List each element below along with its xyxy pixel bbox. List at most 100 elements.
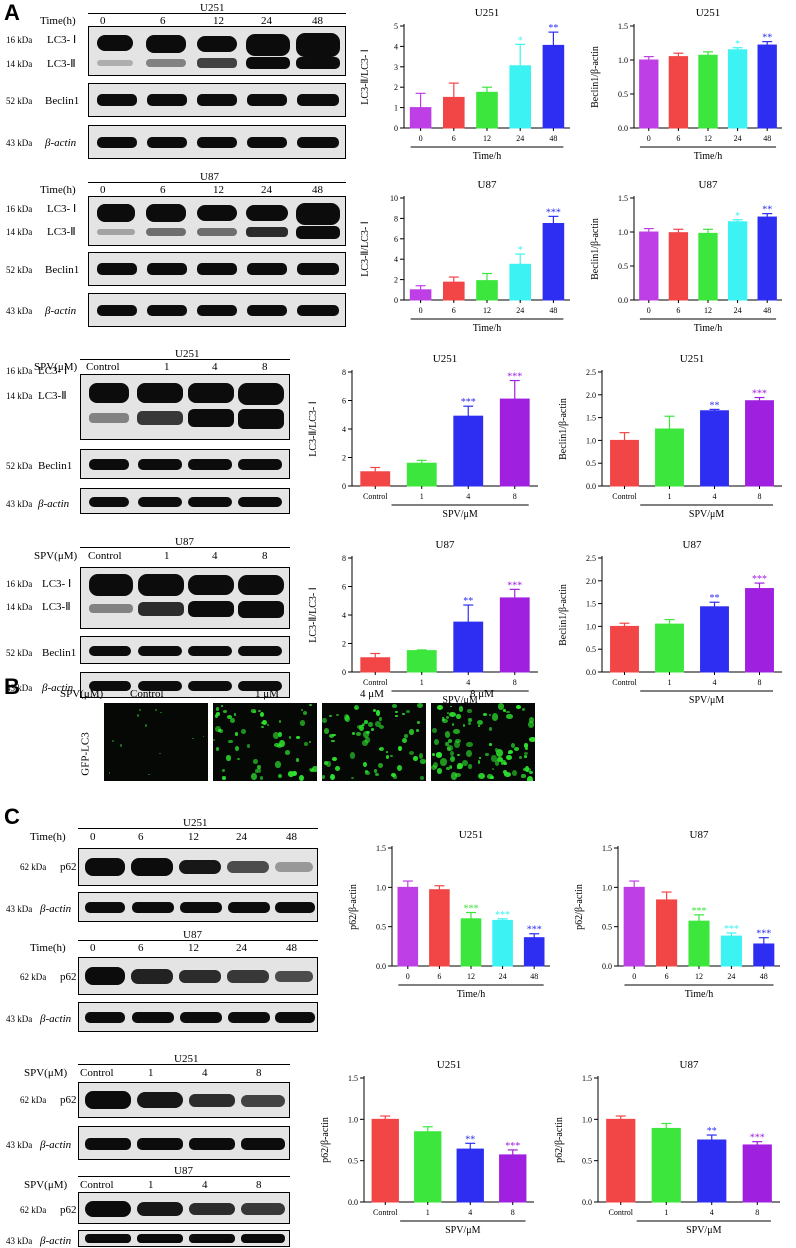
x-tick-label: Control xyxy=(612,492,637,501)
lane-label: 24 xyxy=(261,184,272,196)
divider xyxy=(78,1064,290,1065)
gfp-cell xyxy=(227,739,233,744)
gfp-cell xyxy=(323,761,328,766)
chart-title: U87 xyxy=(683,539,702,551)
beclin1-label: Beclin1 xyxy=(45,95,80,107)
significance-marker: *** xyxy=(464,904,479,915)
gfp-cell xyxy=(468,721,472,726)
beclin1-label: Beclin1 xyxy=(38,460,73,472)
x-tick-label: 8 xyxy=(513,678,517,687)
gfp-cell xyxy=(446,711,450,714)
gfp-cell xyxy=(528,770,534,775)
bar xyxy=(698,54,718,129)
bar xyxy=(371,1118,399,1203)
beclin1-label: Beclin1 xyxy=(42,647,77,659)
gfp-cell xyxy=(465,741,473,748)
x-tick-label: Control xyxy=(612,678,637,687)
chart-a5: U251 LC3-Ⅱ/LC3- Ⅰ 0 2 4 6 8 Control 1 *** 4 *** 8 SPV… xyxy=(300,346,550,530)
y-tick-label: 0.0 xyxy=(618,124,628,133)
lane-label: 0 xyxy=(90,942,96,954)
significance-marker: ** xyxy=(762,205,772,216)
gfp-cell xyxy=(442,719,448,724)
significance-marker: *** xyxy=(752,389,767,400)
gfp-cell xyxy=(251,709,256,713)
x-tick-label: 24 xyxy=(516,134,524,143)
gfp-cell xyxy=(477,773,485,780)
gfp-cell xyxy=(454,738,462,744)
lc3-blot xyxy=(88,196,346,246)
spv-label: SPV(μM) xyxy=(34,361,78,373)
significance-marker: *** xyxy=(507,580,522,591)
chart-title: U251 xyxy=(696,7,720,19)
panel-label-b: B xyxy=(4,674,20,699)
y-tick-label: 1.0 xyxy=(618,56,628,65)
bar xyxy=(698,232,718,301)
x-tick-label: 12 xyxy=(695,972,703,981)
chart-svg: U87 LC3-Ⅱ/LC3- Ⅰ 0 2 4 6 8 Control 1 ** 4 *** 8 SPV/μ… xyxy=(308,539,538,706)
time-label: Time(h) xyxy=(40,184,76,196)
lane-label: Control xyxy=(88,550,122,562)
gfp-cell xyxy=(455,714,461,719)
gfp-cell xyxy=(234,712,237,716)
y-tick-label: 2 xyxy=(342,454,346,463)
bar xyxy=(651,1127,681,1203)
gfp-cell xyxy=(111,739,114,742)
gfp-cell xyxy=(515,705,521,709)
gfp-cell xyxy=(326,761,331,767)
y-tick-label: 5 xyxy=(394,22,398,31)
y-axis-label: LC3-Ⅱ/LC3- Ⅰ xyxy=(308,587,319,642)
bar xyxy=(542,223,565,301)
chart-c3: U251 p62/β-actin 0.0 0.5 1.0 1.5 Control 1 ** 4 **… xyxy=(312,1052,546,1246)
gfp-cell xyxy=(397,764,403,771)
gfp-cell xyxy=(373,708,377,713)
gfp-cell xyxy=(433,738,440,746)
chart-a6: U251 Beclin1/β-actin 0.0 0.5 1.0 1.5 2.0 2.5 Con… xyxy=(550,346,794,530)
gfp-cell xyxy=(329,714,332,717)
x-tick-label: 4 xyxy=(713,492,717,501)
gfp-cell xyxy=(416,720,420,725)
significance-marker: ** xyxy=(548,23,558,34)
bar xyxy=(476,280,498,301)
chart-title: U251 xyxy=(475,7,499,19)
lane-label: 4 xyxy=(202,1179,208,1191)
gfp-cell xyxy=(236,757,240,761)
y-tick-label: 0.0 xyxy=(586,482,596,491)
lane-label: 12 xyxy=(188,942,199,954)
gfp-cell xyxy=(363,719,368,725)
lc3-blot xyxy=(88,26,346,76)
chart-a7: U87 LC3-Ⅱ/LC3- Ⅰ 0 2 4 6 8 Control 1 ** 4 *** 8 SPV/μ… xyxy=(300,532,550,716)
bar xyxy=(429,889,450,967)
y-tick-label: 2 xyxy=(342,640,346,649)
lc3ii-label: LC3-Ⅱ xyxy=(42,601,71,613)
bar xyxy=(742,1144,772,1203)
actin-label: β-actin xyxy=(45,305,77,317)
x-tick-label: 24 xyxy=(727,972,735,981)
gfp-cell xyxy=(343,713,350,721)
blot-title: U251 xyxy=(200,2,225,14)
actin-label: β-actin xyxy=(40,1013,72,1025)
gfp-cell xyxy=(312,765,317,772)
gfp-cell xyxy=(192,737,194,740)
lc3-blot xyxy=(80,567,290,629)
x-tick-label: 1 xyxy=(420,678,424,687)
gfp-cell xyxy=(240,729,247,735)
bar xyxy=(668,232,689,301)
x-tick-label: 0 xyxy=(419,306,423,315)
mw-label: 16 kDa xyxy=(6,579,33,589)
gfp-cell xyxy=(420,759,426,764)
chart-svg: U251 Beclin1/β-actin 0.0 0.5 1.0 1.5 0 6 12 * 24 **… xyxy=(590,7,782,162)
gfp-cell xyxy=(226,755,231,761)
beclin1-label: Beclin1 xyxy=(45,264,80,276)
y-tick-label: 1.0 xyxy=(348,1115,358,1124)
gfp-cell xyxy=(454,740,460,749)
gfp-cell xyxy=(521,708,525,711)
gfp-cell xyxy=(524,746,528,751)
y-tick-label: 0 xyxy=(394,124,398,133)
gfp-cell xyxy=(507,752,511,754)
lane-label: 48 xyxy=(312,15,323,27)
gfp-cell xyxy=(476,720,483,725)
x-axis-label: Time/h xyxy=(473,151,502,162)
actin-blot xyxy=(80,672,290,698)
bar xyxy=(688,920,710,967)
gfp-cell xyxy=(349,752,356,759)
